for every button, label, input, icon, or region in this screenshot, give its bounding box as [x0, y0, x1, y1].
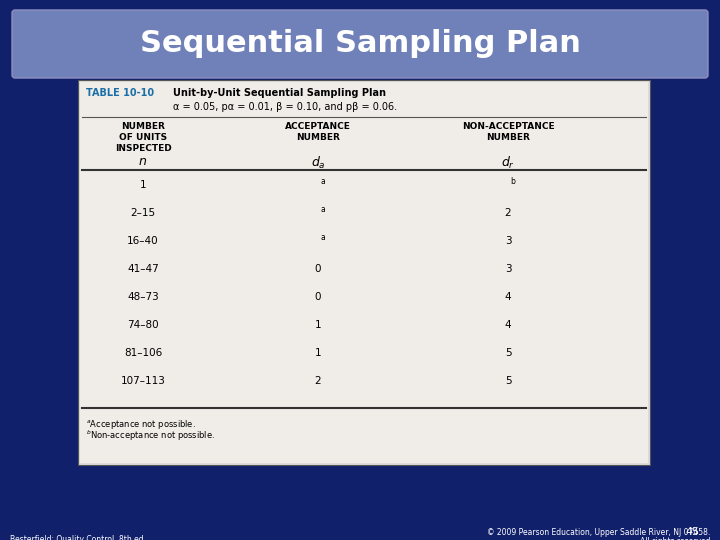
Text: Sequential Sampling Plan: Sequential Sampling Plan	[140, 30, 580, 58]
FancyBboxPatch shape	[12, 10, 708, 78]
Text: OF UNITS: OF UNITS	[119, 133, 167, 142]
Text: 5: 5	[505, 348, 511, 358]
Text: 81–106: 81–106	[124, 348, 162, 358]
Bar	[80, 82, 648, 463]
Text: 16–40: 16–40	[127, 236, 159, 246]
Text: $^{a}$Acceptance not possible.: $^{a}$Acceptance not possible.	[86, 418, 196, 431]
Text: 2–15: 2–15	[130, 208, 156, 218]
Text: $^{b}$Non-acceptance not possible.: $^{b}$Non-acceptance not possible.	[86, 429, 215, 443]
Text: a: a	[320, 233, 325, 242]
Text: TABLE 10-10: TABLE 10-10	[86, 88, 154, 98]
Text: $\mathit{d}_{a}$: $\mathit{d}_{a}$	[310, 155, 325, 171]
Text: 2: 2	[505, 208, 511, 218]
Text: b: b	[510, 177, 516, 186]
Text: a: a	[320, 177, 325, 186]
Text: 4: 4	[505, 320, 511, 330]
Text: 5: 5	[505, 376, 511, 386]
Text: 3: 3	[505, 236, 511, 246]
Text: 2: 2	[315, 376, 321, 386]
Text: NUMBER: NUMBER	[296, 133, 340, 142]
Text: 0: 0	[315, 292, 321, 302]
FancyBboxPatch shape	[78, 80, 650, 465]
Text: 0: 0	[315, 264, 321, 274]
Text: 1: 1	[140, 180, 146, 190]
Text: Besterfield: Quality Control, 8th ed..: Besterfield: Quality Control, 8th ed..	[10, 535, 148, 540]
Text: 48–73: 48–73	[127, 292, 159, 302]
Text: 1: 1	[315, 348, 321, 358]
Text: 45: 45	[686, 527, 700, 537]
Text: 4: 4	[505, 292, 511, 302]
Text: 74–80: 74–80	[127, 320, 159, 330]
Text: NUMBER: NUMBER	[486, 133, 530, 142]
Text: 41–47: 41–47	[127, 264, 159, 274]
Text: α = 0.05, pα = 0.01, β = 0.10, and pβ = 0.06.: α = 0.05, pα = 0.01, β = 0.10, and pβ = …	[173, 102, 397, 112]
Text: $\mathit{n}$: $\mathit{n}$	[138, 155, 148, 168]
Text: INSPECTED: INSPECTED	[114, 144, 171, 153]
Text: 107–113: 107–113	[120, 376, 166, 386]
Text: a: a	[320, 205, 325, 214]
Text: NON-ACCEPTANCE: NON-ACCEPTANCE	[462, 122, 554, 131]
Text: © 2009 Pearson Education, Upper Saddle River, NJ 07458.: © 2009 Pearson Education, Upper Saddle R…	[487, 528, 710, 537]
Text: NUMBER: NUMBER	[121, 122, 165, 131]
Text: 1: 1	[315, 320, 321, 330]
Text: 3: 3	[505, 264, 511, 274]
Text: $\mathit{d}_{r}$: $\mathit{d}_{r}$	[501, 155, 515, 171]
Text: All rights reserved: All rights reserved	[639, 537, 710, 540]
Text: Unit-by-Unit Sequential Sampling Plan: Unit-by-Unit Sequential Sampling Plan	[173, 88, 386, 98]
Text: ACCEPTANCE: ACCEPTANCE	[285, 122, 351, 131]
